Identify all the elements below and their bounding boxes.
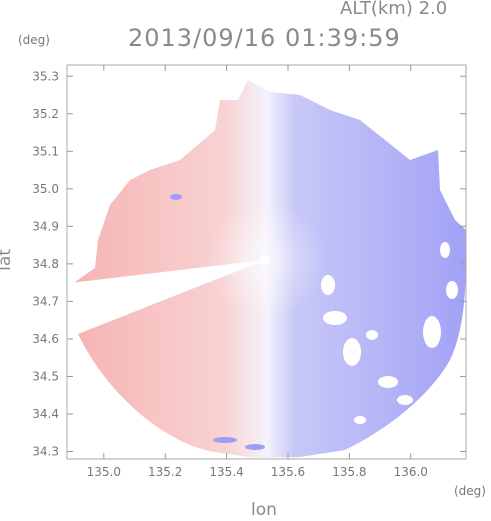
x-tick-label: 136.0: [394, 465, 428, 479]
x-tick-label: 135.0: [87, 465, 121, 479]
x-tick-label: 135.2: [148, 465, 182, 479]
x-tick-label: 135.8: [332, 465, 366, 479]
x-axis: 135.0 135.2 135.4 135.6 135.8 136.0: [87, 65, 428, 479]
x-tick-label: 135.4: [209, 465, 243, 479]
timestamp-title: 2013/09/16 01:39:59: [128, 24, 401, 52]
x-unit-label: (deg): [454, 484, 486, 498]
echo-gaps: [321, 242, 458, 424]
y-unit-label: (deg): [18, 33, 50, 47]
strong-inbound-patches: [170, 194, 265, 450]
y-tick-label: 34.9: [32, 219, 59, 233]
y-tick-label: 35.0: [32, 182, 59, 196]
x-axis-label: lon: [251, 500, 277, 520]
no-echo-notch: [70, 260, 265, 330]
y-tick-label: 34.6: [32, 332, 59, 346]
y-tick-label: 34.5: [32, 369, 59, 383]
y-axis: 34.3 34.4 34.5 34.6 34.7 34.8 34.9 35.0 35.1 35.2…: [32, 69, 466, 458]
y-tick-label: 35.1: [32, 144, 59, 158]
plot-frame: [66, 64, 467, 460]
y-tick-label: 34.4: [32, 407, 59, 421]
x-tick-label: 135.6: [271, 465, 305, 479]
y-tick-label: 34.7: [32, 294, 59, 308]
altitude-label: ALT(km) 2.0: [340, 0, 448, 19]
y-tick-label: 35.3: [32, 69, 59, 83]
radar-site-marker: [260, 255, 270, 265]
y-tick-label: 34.8: [32, 257, 59, 271]
radar-echo-area: [70, 80, 466, 458]
y-tick-label: 34.3: [32, 444, 59, 458]
y-tick-label: 35.2: [32, 107, 59, 121]
